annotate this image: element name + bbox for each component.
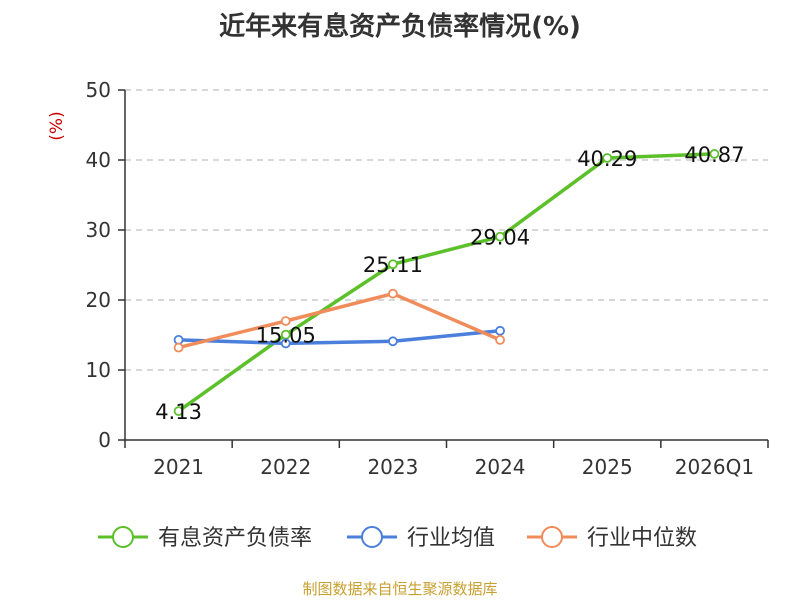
legend-marker	[541, 526, 563, 548]
data-point	[173, 334, 184, 345]
x-tick-label: 2026Q1	[675, 455, 754, 479]
y-tick-label: 40	[86, 148, 111, 172]
data-point	[388, 288, 398, 299]
data-point	[173, 406, 184, 416]
data-point	[495, 231, 505, 242]
legend-label: 行业中位数	[587, 526, 697, 551]
series-line-0	[177, 152, 715, 413]
y-tick-label: 10	[86, 358, 111, 382]
data-point	[280, 316, 291, 326]
data-point	[280, 338, 291, 349]
data-point	[709, 149, 720, 159]
data-point	[388, 336, 398, 347]
data-label: 25.11	[363, 253, 423, 277]
legend-marker	[112, 526, 134, 548]
data-label: 15.05	[256, 324, 316, 348]
x-tick-label: 2021	[153, 455, 204, 479]
x-tick-label: 2024	[475, 455, 526, 479]
series-line-1	[178, 329, 501, 346]
x-tick-label: 2025	[582, 455, 633, 479]
data-label: 40.87	[684, 143, 744, 167]
data-label: 29.04	[470, 226, 530, 250]
legend-label: 行业均值	[407, 526, 495, 551]
y-tick-label: 20	[86, 288, 111, 312]
y-tick-label: 50	[86, 78, 111, 102]
series-line-2	[178, 291, 501, 350]
legend-marker	[361, 526, 383, 548]
chart-title: 近年来有息资产负债率情况(%)	[219, 12, 581, 42]
y-axis-label: (%)	[47, 111, 67, 140]
data-point	[495, 334, 505, 345]
legend: 有息资产负债率 行业均值 行业中位数	[98, 526, 697, 551]
data-point	[173, 342, 184, 353]
grid-lines	[125, 89, 768, 371]
series-lines	[173, 149, 720, 416]
legend-label: 有息资产负债率	[158, 526, 312, 551]
data-point	[602, 153, 613, 163]
y-tick-label: 30	[86, 218, 111, 242]
axes: 0 10 20 30 40 50 (%) 2021 2022 2023 2024 2025 2026Q1	[47, 78, 769, 479]
data-labels: 4.13 15.05 25.11 29.04 40.29 40.87	[155, 143, 744, 424]
x-tick-label: 2023	[367, 455, 418, 479]
source-note: 制图数据来自恒生聚源数据库	[302, 580, 498, 598]
data-label: 4.13	[155, 400, 202, 424]
data-point	[388, 259, 398, 270]
data-point	[495, 325, 505, 336]
y-tick-label: 0	[98, 428, 111, 452]
x-tick-label: 2022	[260, 455, 311, 479]
data-label: 40.29	[577, 147, 637, 171]
